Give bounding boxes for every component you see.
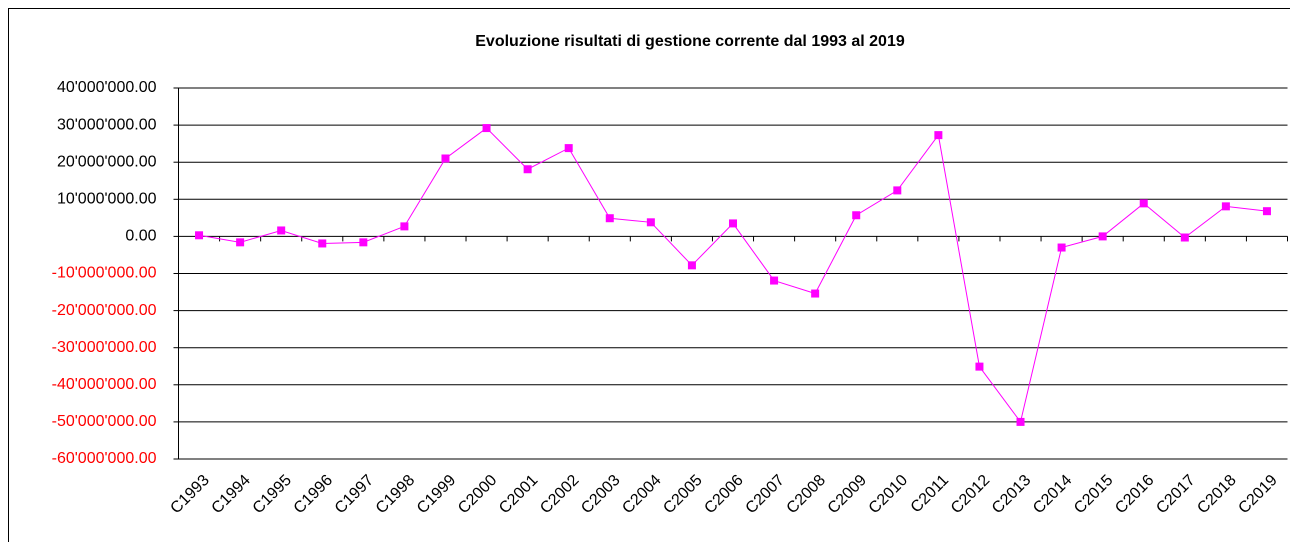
y-tick-label: 30'000'000.00 bbox=[57, 116, 157, 133]
y-tick-label: 40'000'000.00 bbox=[57, 79, 157, 96]
marker bbox=[1139, 199, 1148, 208]
y-tick-label: -30'000'000.00 bbox=[52, 339, 157, 356]
chart-title: Evoluzione risultati di gestione corrent… bbox=[475, 33, 905, 50]
marker bbox=[646, 218, 655, 227]
marker bbox=[852, 211, 861, 220]
y-tick-label: 20'000'000.00 bbox=[57, 153, 157, 170]
marker bbox=[1221, 202, 1230, 211]
marker bbox=[400, 222, 409, 231]
y-tick-label: 10'000'000.00 bbox=[57, 191, 157, 208]
marker bbox=[1098, 232, 1107, 241]
marker bbox=[277, 226, 286, 235]
y-tick-label: 0.00 bbox=[125, 228, 156, 245]
marker bbox=[195, 231, 204, 240]
marker bbox=[893, 186, 902, 195]
marker bbox=[1180, 233, 1189, 242]
marker bbox=[236, 238, 245, 247]
marker bbox=[318, 239, 327, 248]
y-tick-label: -10'000'000.00 bbox=[52, 265, 157, 282]
y-tick-label: -60'000'000.00 bbox=[52, 450, 157, 467]
marker bbox=[687, 261, 696, 270]
marker bbox=[359, 238, 368, 247]
marker bbox=[770, 276, 779, 285]
marker bbox=[1016, 417, 1025, 426]
marker bbox=[482, 124, 491, 133]
y-tick-label: -50'000'000.00 bbox=[52, 413, 157, 430]
marker bbox=[1262, 207, 1271, 216]
marker bbox=[441, 154, 450, 163]
marker bbox=[729, 219, 737, 228]
marker bbox=[975, 362, 984, 371]
marker bbox=[564, 144, 573, 153]
y-tick-label: -40'000'000.00 bbox=[52, 376, 157, 393]
marker bbox=[811, 289, 820, 298]
marker bbox=[934, 131, 943, 140]
marker bbox=[605, 214, 614, 223]
marker bbox=[523, 165, 532, 174]
chart-frame bbox=[8, 8, 1290, 542]
marker bbox=[1057, 243, 1066, 252]
y-tick-label: -20'000'000.00 bbox=[52, 302, 157, 319]
